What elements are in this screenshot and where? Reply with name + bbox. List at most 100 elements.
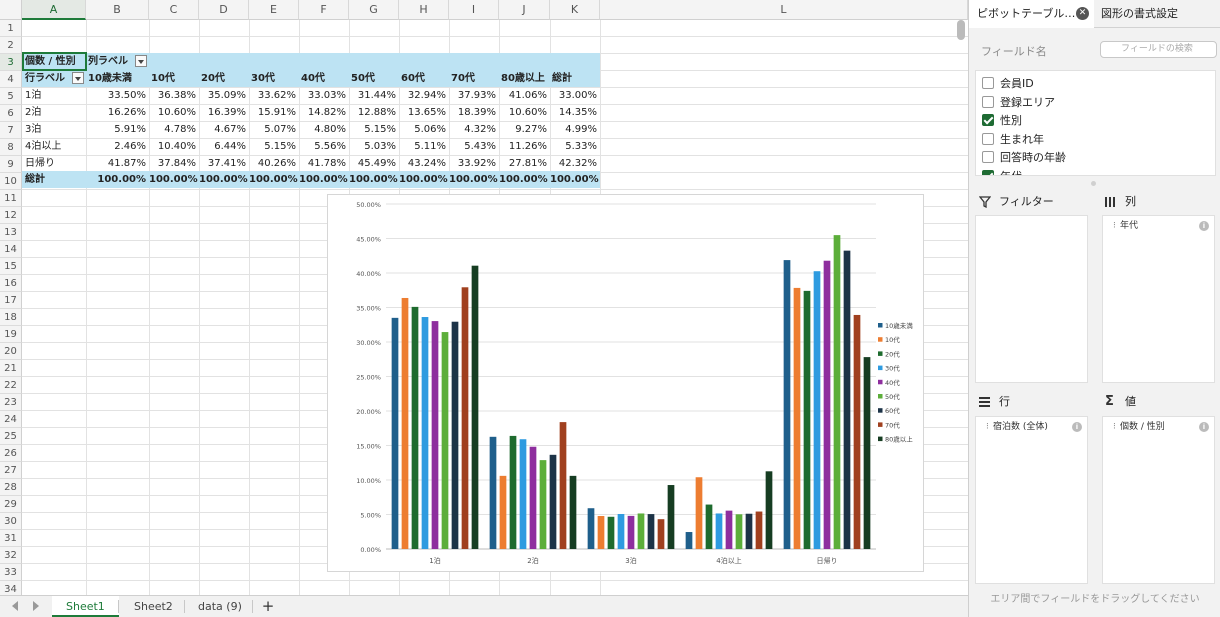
pivot-value-cell[interactable]: 11.26%	[508, 141, 547, 152]
pivot-value-cell[interactable]: 32.94%	[407, 90, 446, 101]
bar[interactable]	[519, 439, 527, 549]
pivot-total-cell[interactable]: 100.00%	[449, 174, 498, 185]
pivot-value-cell[interactable]: 4.78%	[164, 124, 196, 135]
select-all-corner[interactable]	[0, 0, 22, 20]
row-header-26[interactable]: 26	[0, 445, 22, 462]
pivot-value-cell[interactable]: 15.91%	[257, 107, 296, 118]
row-header-34[interactable]: 34	[0, 581, 22, 595]
bar[interactable]	[391, 317, 399, 549]
row-header-23[interactable]: 23	[0, 394, 22, 411]
column-header-l[interactable]: L	[600, 0, 968, 20]
pivot-value-cell[interactable]: 5.11%	[414, 141, 446, 152]
pivot-value-cell[interactable]: 14.82%	[307, 107, 346, 118]
pivot-column-header[interactable]: 70代	[451, 73, 475, 84]
pivot-value-cell[interactable]: 5.15%	[364, 124, 396, 135]
pivot-value-cell[interactable]: 36.38%	[157, 90, 196, 101]
pivot-value-cell[interactable]: 18.39%	[457, 107, 496, 118]
column-header-k[interactable]: K	[550, 0, 600, 20]
pivot-value-cell[interactable]: 6.44%	[214, 141, 246, 152]
bar[interactable]	[765, 471, 773, 549]
bar[interactable]	[863, 357, 871, 549]
field-checkbox[interactable]	[982, 114, 994, 126]
row-filter-dropdown[interactable]	[72, 72, 84, 84]
field-item[interactable]: 年代	[982, 167, 1022, 175]
tab-data-9[interactable]: data (9)	[198, 600, 242, 613]
bar[interactable]	[421, 317, 429, 549]
field-item[interactable]: 回答時の年齢	[982, 148, 1066, 167]
bar[interactable]	[529, 446, 537, 549]
pivot-total-cell[interactable]: 100.00%	[349, 174, 398, 185]
bar[interactable]	[833, 235, 841, 549]
pivot-value-cell[interactable]: 35.09%	[207, 90, 246, 101]
bar[interactable]	[499, 475, 507, 549]
bar[interactable]	[783, 260, 791, 549]
pivot-value-cell[interactable]: 5.56%	[314, 141, 346, 152]
pivot-value-cell[interactable]: 5.07%	[264, 124, 296, 135]
column-header-h[interactable]: H	[399, 0, 449, 20]
pivot-total-label[interactable]: 総計	[25, 174, 45, 185]
bar[interactable]	[569, 475, 577, 549]
pivot-column-header[interactable]: 10歳未満	[88, 73, 132, 84]
bar[interactable]	[587, 508, 595, 549]
resize-handle[interactable]	[1091, 181, 1096, 186]
field-checkbox[interactable]	[982, 132, 994, 145]
pivot-value-cell[interactable]: 27.81%	[508, 158, 547, 169]
bar[interactable]	[451, 321, 459, 549]
pivot-column-header[interactable]: 30代	[251, 73, 275, 84]
column-header-d[interactable]: D	[199, 0, 249, 20]
tab-pivot-table[interactable]: ピボットテーブル…	[969, 0, 1094, 28]
column-header-i[interactable]: I	[449, 0, 499, 20]
field-item[interactable]: 登録エリア	[982, 93, 1055, 112]
pivot-value-cell[interactable]: 5.91%	[114, 124, 146, 135]
column-filter-dropdown[interactable]	[135, 55, 147, 67]
pivot-value-cell[interactable]: 16.39%	[207, 107, 246, 118]
bar[interactable]	[431, 321, 439, 549]
bar[interactable]	[803, 290, 811, 549]
rows-drop-area[interactable]: 宿泊数 (全体) i	[975, 416, 1088, 584]
bar[interactable]	[627, 515, 635, 549]
bar[interactable]	[617, 514, 625, 549]
pivot-value-cell[interactable]: 37.41%	[207, 158, 246, 169]
columns-field-item[interactable]: 年代	[1113, 219, 1138, 233]
filter-drop-area[interactable]	[975, 215, 1088, 383]
pivot-row-label[interactable]: 行ラベル	[25, 73, 65, 84]
column-header-a[interactable]: A	[22, 0, 86, 20]
field-checkbox[interactable]	[982, 151, 994, 163]
pivot-row-label[interactable]: 4泊以上	[25, 141, 62, 152]
bar[interactable]	[735, 514, 743, 549]
bar[interactable]	[441, 332, 449, 549]
bar[interactable]	[647, 514, 655, 549]
pivot-column-header[interactable]: 40代	[301, 73, 325, 84]
pivot-total-cell[interactable]: 100.00%	[249, 174, 298, 185]
row-header-22[interactable]: 22	[0, 377, 22, 394]
close-icon[interactable]: ✕	[1076, 7, 1089, 20]
info-icon[interactable]: i	[1199, 422, 1209, 432]
column-header-e[interactable]: E	[249, 0, 299, 20]
pivot-value-cell[interactable]: 33.03%	[307, 90, 346, 101]
pivot-row-label[interactable]: 2泊	[25, 107, 42, 118]
pivot-column-header[interactable]: 20代	[201, 73, 225, 84]
row-header-12[interactable]: 12	[0, 207, 22, 224]
row-header-20[interactable]: 20	[0, 343, 22, 360]
pivot-value-cell[interactable]: 9.27%	[515, 124, 547, 135]
pivot-value-cell[interactable]: 4.80%	[314, 124, 346, 135]
bar[interactable]	[559, 422, 567, 549]
pivot-column-header[interactable]: 80歳以上	[501, 73, 545, 84]
row-header-30[interactable]: 30	[0, 513, 22, 530]
pivot-value-cell[interactable]: 41.78%	[307, 158, 346, 169]
tab-sheet1[interactable]: Sheet1	[52, 596, 119, 617]
tab-sheet2[interactable]: Sheet2	[134, 600, 173, 613]
pivot-row-label[interactable]: 日帰り	[25, 158, 55, 169]
bar[interactable]	[755, 511, 763, 549]
pivot-value-cell[interactable]: 5.33%	[565, 141, 597, 152]
pivot-value-cell[interactable]: 43.24%	[407, 158, 446, 169]
row-header-28[interactable]: 28	[0, 479, 22, 496]
pivot-column-header[interactable]: 10代	[151, 73, 175, 84]
pivot-value-cell[interactable]: 10.40%	[157, 141, 196, 152]
bar[interactable]	[705, 504, 713, 549]
row-header-9[interactable]: 9	[0, 156, 22, 173]
pivot-value-cell[interactable]: 2.46%	[114, 141, 146, 152]
pivot-total-cell[interactable]: 100.00%	[97, 174, 146, 185]
bar[interactable]	[549, 454, 557, 549]
